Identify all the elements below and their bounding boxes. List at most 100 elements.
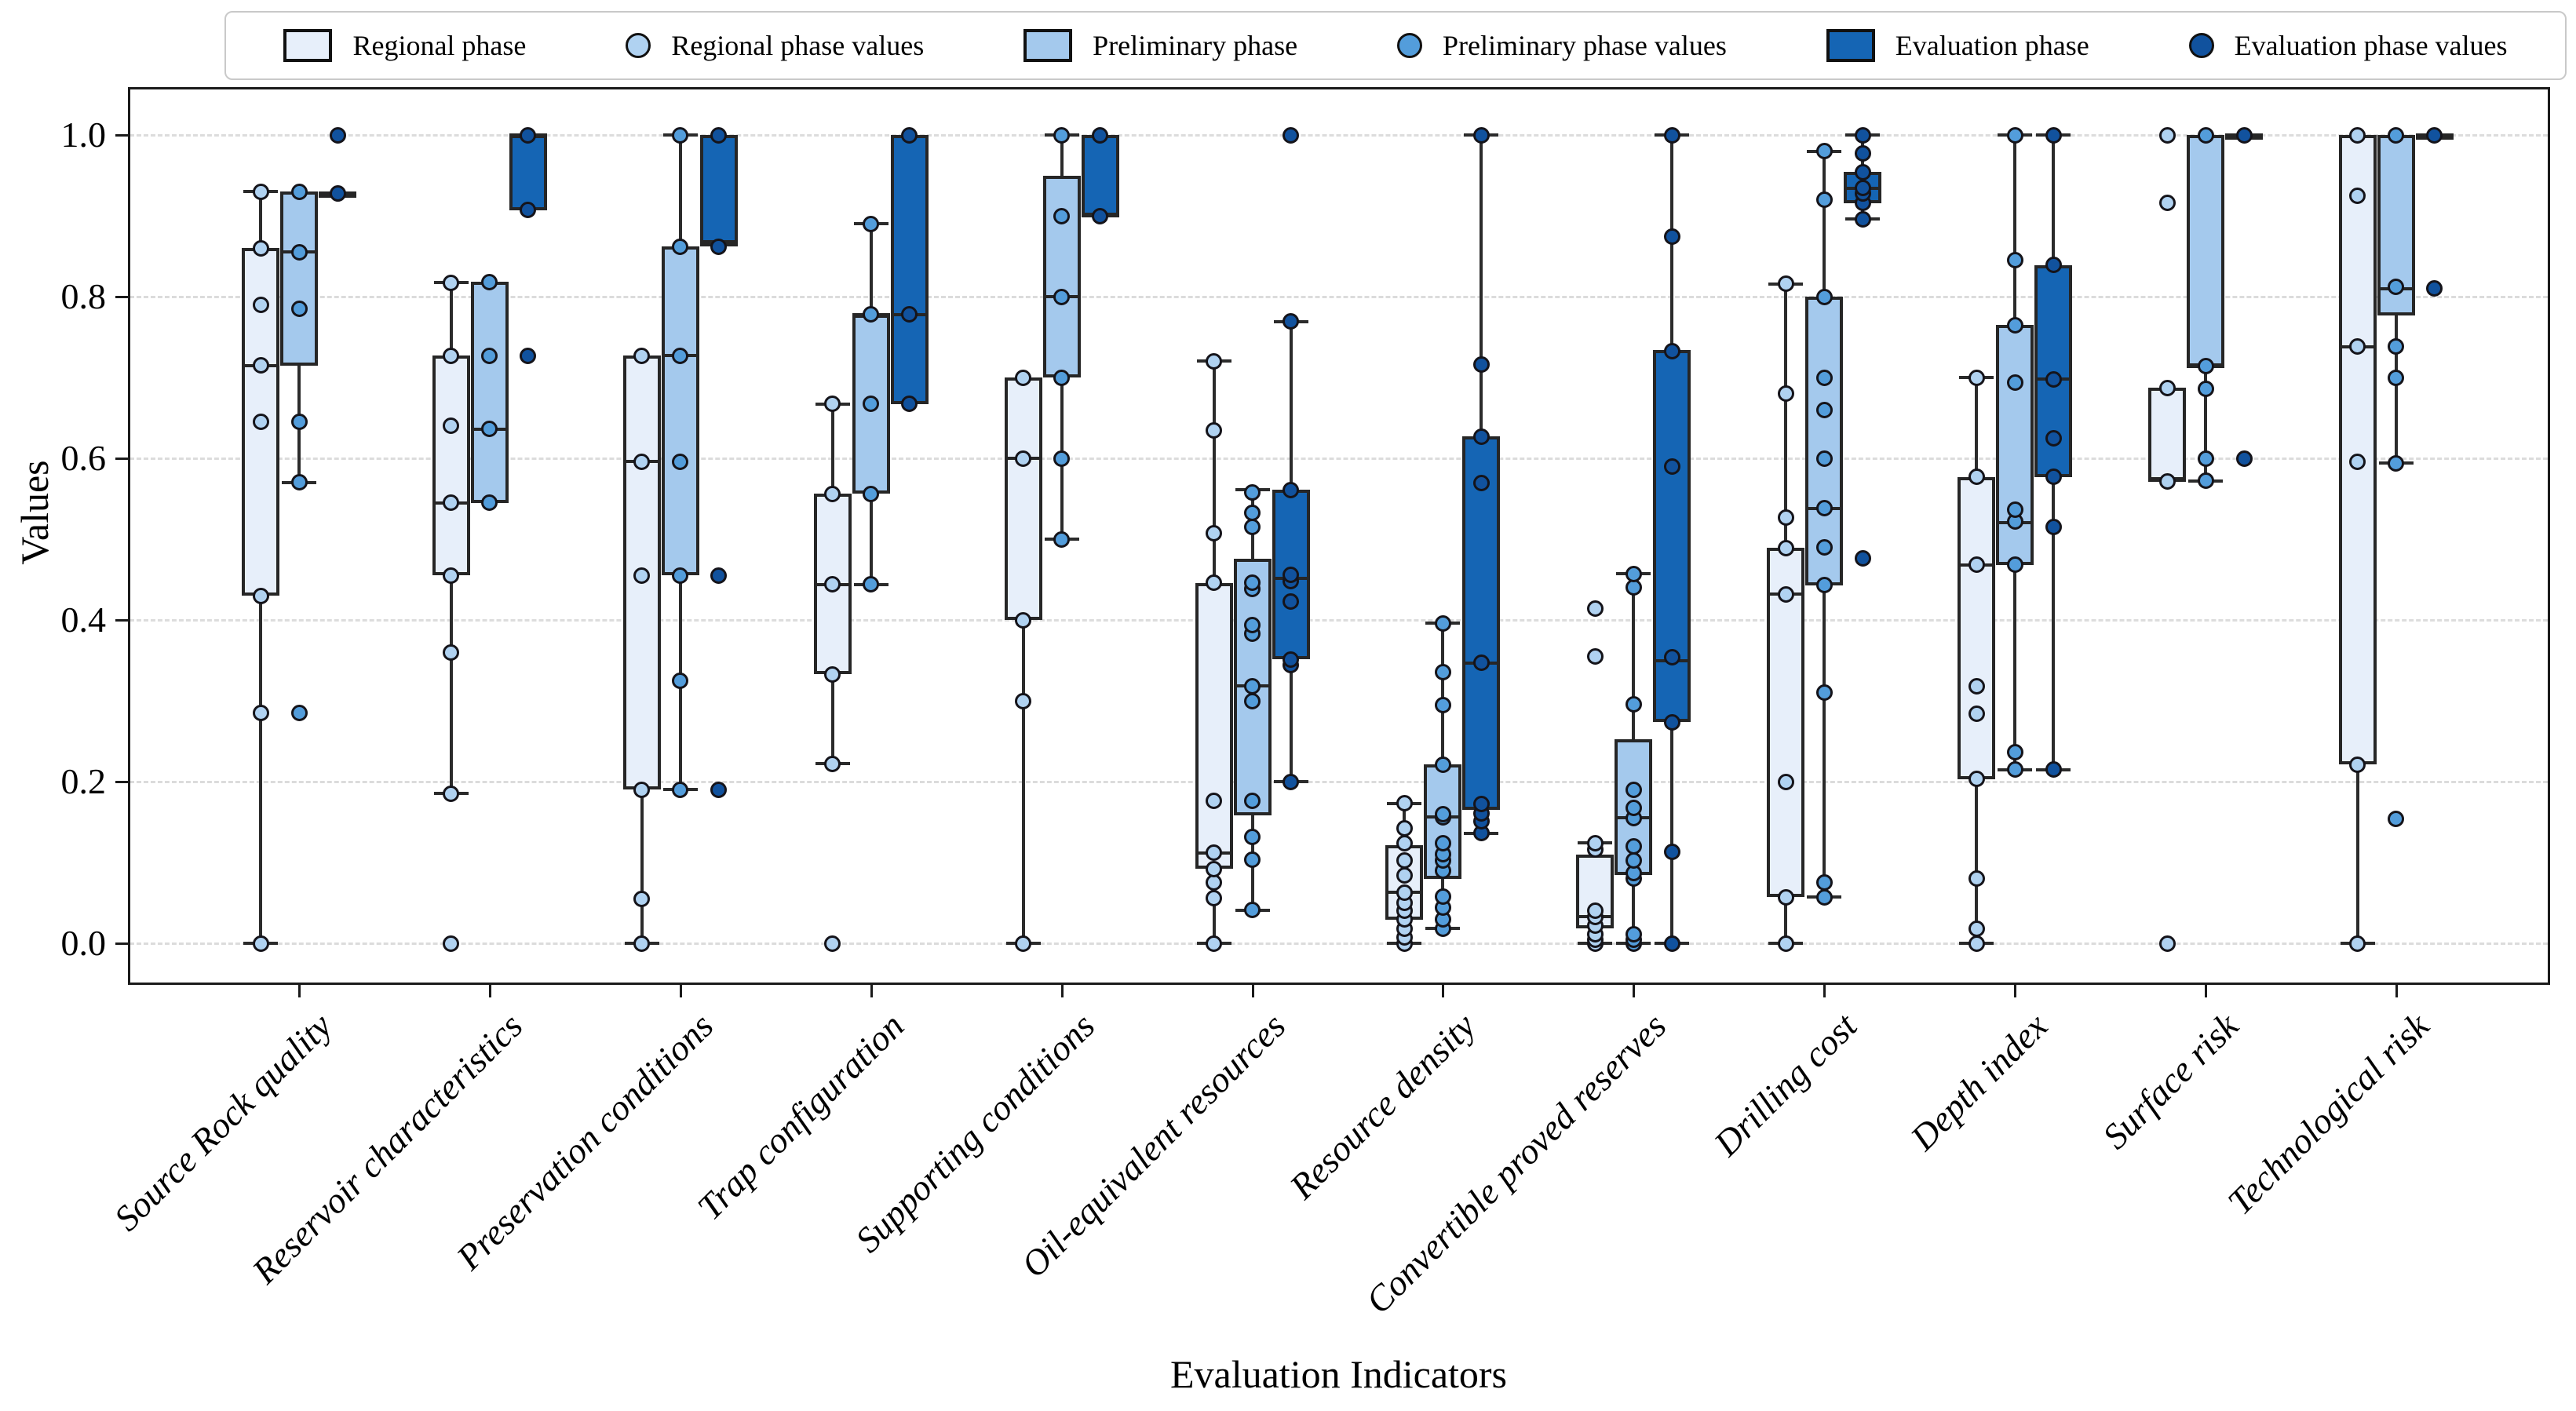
- evaluation-value-point: [1663, 648, 1680, 665]
- y-gridline: [130, 781, 2548, 783]
- y-gridline: [130, 296, 2548, 298]
- preliminary-value-point: [1815, 874, 1833, 891]
- preliminary-value-point: [1625, 926, 1642, 943]
- regional-value-point: [443, 644, 460, 661]
- preliminary-value-point: [2006, 556, 2023, 574]
- x-tick-mark: [679, 985, 682, 997]
- regional-box: [1004, 377, 1042, 620]
- preliminary-value-point: [1244, 692, 1261, 709]
- preliminary-upper-whisker: [1060, 135, 1064, 176]
- regional-value-point: [252, 296, 269, 313]
- x-category-label: Trap configuration: [689, 1005, 912, 1228]
- regional-upper-whisker: [259, 191, 262, 249]
- regional-upper-whisker: [1975, 377, 1979, 477]
- regional-lower-whisker: [2355, 764, 2359, 943]
- preliminary-value-point: [672, 567, 689, 584]
- regional-value-point: [252, 414, 269, 431]
- regional-value-point: [1015, 935, 1032, 952]
- preliminary-value-point: [1815, 888, 1833, 906]
- preliminary-value-point: [863, 215, 880, 232]
- regional-value-point: [2349, 187, 2366, 204]
- preliminary-value-point: [1625, 565, 1642, 582]
- evaluation-value-point: [1283, 126, 1299, 144]
- regional-value-point: [1206, 860, 1222, 877]
- preliminary-box: [1042, 175, 1081, 377]
- preliminary-value-point: [290, 300, 308, 317]
- regional-value-point: [1968, 870, 1985, 888]
- preliminary-value-point: [1244, 851, 1261, 869]
- regional-value-point: [633, 347, 651, 364]
- regional-value-point: [1777, 539, 1794, 556]
- legend-label: Evaluation phase: [1895, 30, 2089, 61]
- legend-box-swatch-icon: [1023, 29, 1073, 62]
- x-category-label: Resource density: [1282, 1005, 1483, 1207]
- y-tick-label: 0.2: [60, 761, 107, 801]
- legend-label: Preliminary phase values: [1442, 30, 1727, 61]
- evaluation-lower-whisker: [2052, 476, 2056, 770]
- legend-item: Regional phase: [283, 29, 526, 62]
- evaluation-box: [890, 135, 929, 404]
- evaluation-box: [1462, 436, 1501, 811]
- evaluation-value-point: [1472, 428, 1490, 445]
- legend: Regional phase Regional phase values Preli…: [224, 11, 2567, 80]
- x-tick-mark: [298, 985, 301, 997]
- preliminary-value-point: [2197, 380, 2214, 397]
- regional-box: [1958, 476, 1996, 779]
- preliminary-value-point: [1815, 500, 1833, 517]
- preliminary-value-point: [1244, 902, 1261, 919]
- regional-value-point: [1777, 275, 1794, 293]
- preliminary-value-point: [290, 704, 308, 721]
- preliminary-lower-whisker: [1632, 875, 1636, 943]
- evaluation-value-point: [1283, 651, 1299, 668]
- regional-value-point: [1968, 677, 1985, 695]
- preliminary-box: [280, 191, 318, 366]
- evaluation-value-point: [901, 306, 918, 323]
- preliminary-upper-whisker: [1632, 574, 1636, 740]
- regional-box: [1767, 548, 1805, 898]
- axis-right-spine: [2548, 89, 2550, 983]
- x-category-label: Convertible proved reserves: [1358, 1005, 1674, 1322]
- evaluation-value-point: [1092, 207, 1109, 224]
- regional-value-point: [443, 785, 460, 802]
- preliminary-value-point: [1434, 888, 1451, 905]
- evaluation-value-point: [329, 126, 346, 144]
- evaluation-value-point: [2235, 450, 2253, 467]
- evaluation-value-point: [1854, 126, 1871, 144]
- regional-value-point: [2158, 473, 2176, 490]
- preliminary-value-point: [1625, 781, 1642, 798]
- regional-lower-whisker: [1784, 897, 1788, 943]
- preliminary-value-point: [2388, 279, 2405, 296]
- regional-value-point: [633, 567, 651, 584]
- legend-label: Evaluation phase values: [2234, 30, 2508, 61]
- preliminary-value-point: [2006, 316, 2023, 334]
- preliminary-value-point: [1815, 369, 1833, 386]
- y-tick-label: 0.0: [60, 923, 107, 963]
- regional-value-point: [1968, 920, 1985, 937]
- evaluation-value-point: [710, 781, 728, 798]
- evaluation-value-point: [1283, 566, 1299, 583]
- preliminary-value-point: [672, 347, 689, 364]
- preliminary-value-point: [672, 781, 689, 798]
- preliminary-lower-whisker: [2394, 315, 2398, 464]
- evaluation-box: [1081, 135, 1119, 216]
- x-tick-mark: [488, 985, 491, 997]
- preliminary-value-point: [481, 273, 498, 290]
- legend-item: Regional phase values: [626, 29, 924, 62]
- preliminary-value-point: [1815, 538, 1833, 556]
- preliminary-value-point: [2006, 252, 2023, 269]
- evaluation-value-point: [520, 347, 537, 364]
- regional-value-point: [824, 576, 841, 593]
- axis-top-spine: [128, 87, 2550, 89]
- regional-value-point: [1586, 902, 1604, 920]
- preliminary-upper-whisker: [678, 135, 682, 247]
- regional-upper-whisker: [1212, 361, 1216, 583]
- evaluation-value-point: [2045, 469, 2062, 486]
- x-tick-mark: [870, 985, 873, 997]
- regional-value-point: [2349, 453, 2366, 470]
- regional-upper-whisker: [830, 403, 834, 494]
- preliminary-value-point: [1434, 756, 1451, 773]
- regional-value-point: [1586, 647, 1604, 665]
- preliminary-value-point: [1244, 519, 1261, 536]
- evaluation-value-point: [1854, 180, 1871, 197]
